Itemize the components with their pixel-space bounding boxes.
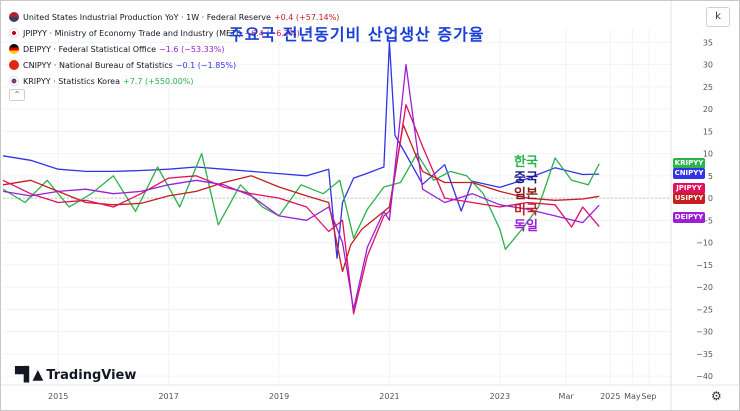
series-badge-jpipyy: JPIPYY — [673, 183, 705, 195]
legend-value-us: +0.4 (+57.14%) — [273, 12, 340, 22]
x-tick-label: 2021 — [379, 392, 399, 401]
tradingview-mark-icon: ▀▌▲ — [15, 367, 43, 383]
legend-value-kr: +7.7 (+550.00%) — [123, 76, 194, 86]
legend-collapse-button[interactable]: ⌃ — [9, 89, 25, 101]
series-badge-usipyy: USIPYY — [673, 192, 705, 204]
x-tick-label: Sep — [641, 392, 656, 401]
cn-flag-icon — [9, 60, 19, 70]
kr-flag-icon — [9, 76, 19, 86]
x-tick-label: May — [624, 392, 641, 401]
country-label-jp: 일본 — [514, 187, 538, 202]
legend-row-us[interactable]: United States Industrial Production YoY … — [9, 9, 339, 25]
x-tick-label: 2017 — [158, 392, 178, 401]
legend-row-de[interactable]: DEIPYY · Federal Statistical Office −1.6… — [9, 41, 339, 57]
x-tick-label: 2023 — [490, 392, 510, 401]
legend-row-kr[interactable]: KRIPYY · Statistics Korea +7.7 (+550.00%… — [9, 73, 339, 89]
x-tick-label: 2019 — [269, 392, 289, 401]
legend-label-kr: KRIPYY · Statistics Korea — [23, 76, 121, 86]
us-flag-icon — [9, 12, 19, 22]
y-tick-label: −30 — [696, 328, 713, 337]
y-tick-label: −5 — [701, 216, 713, 225]
legend-row-jp[interactable]: JPIPYY · Ministry of Economy Trade and I… — [9, 25, 339, 41]
country-label-kr: 한국 — [514, 155, 538, 170]
y-tick-label: 10 — [703, 150, 713, 159]
legend-label-cn: CNIPYY · National Bureau of Statistics — [23, 60, 173, 70]
y-tick-label: −35 — [696, 350, 713, 359]
chevron-up-icon: ⌃ — [13, 90, 21, 99]
y-tick-label: 30 — [703, 61, 713, 70]
series-line-cnipyy — [2, 41, 600, 259]
country-label-us: 미국 — [514, 203, 538, 218]
series-badge-kripyy: KRIPYY — [673, 157, 705, 169]
y-tick-label: 5 — [708, 172, 713, 181]
overlay-title: 주요국 전년동기비 산업생산 증가율 — [229, 25, 485, 44]
y-tick-label: 25 — [703, 83, 713, 92]
gear-icon[interactable]: ⚙ — [711, 389, 722, 403]
y-tick-label: 15 — [703, 127, 713, 136]
series-badge-deipyy: DEIPYY — [673, 212, 705, 224]
de-flag-icon — [9, 44, 19, 54]
series-line-usipyy — [2, 124, 600, 273]
tradingview-logo: ▀▌▲ TradingView — [15, 367, 136, 383]
country-label-cn: 중국 — [514, 171, 538, 186]
series-badge-cnipyy: CNIPYY — [673, 168, 705, 180]
y-tick-label: −15 — [696, 261, 713, 270]
y-tick-label: −10 — [696, 239, 713, 248]
legend: United States Industrial Production YoY … — [9, 9, 339, 89]
legend-value-jp: −6.4 (−6.3%) — [244, 28, 300, 38]
legend-row-cn[interactable]: CNIPYY · National Bureau of Statistics −… — [9, 57, 339, 73]
y-tick-label: −40 — [696, 372, 713, 381]
x-tick-label: 2025 — [600, 392, 620, 401]
legend-value-cn: −0.1 (−1.85%) — [175, 60, 237, 70]
top-right-button[interactable]: k — [706, 7, 730, 27]
series-line-deipyy — [2, 63, 600, 310]
country-label-de: 독일 — [514, 219, 538, 234]
jp-flag-icon — [9, 28, 19, 38]
y-tick-label: 0 — [708, 194, 713, 203]
legend-label-jp: JPIPYY · Ministry of Economy Trade and I… — [23, 28, 242, 38]
y-tick-label: 20 — [703, 105, 713, 114]
x-tick-label: 2015 — [48, 392, 68, 401]
x-tick-label: Mar — [559, 392, 575, 401]
legend-value-de: −1.6 (−53.33%) — [159, 44, 225, 54]
y-tick-label: −25 — [696, 305, 713, 314]
y-tick-label: −20 — [696, 283, 713, 292]
legend-label-us: United States Industrial Production YoY … — [23, 12, 271, 22]
logo-text: TradingView — [46, 367, 137, 383]
legend-label-de: DEIPYY · Federal Statistical Office — [23, 44, 157, 54]
series-line-jpipyy — [2, 103, 600, 315]
series-line-kripyy — [2, 152, 600, 250]
y-tick-label: 35 — [703, 38, 713, 47]
